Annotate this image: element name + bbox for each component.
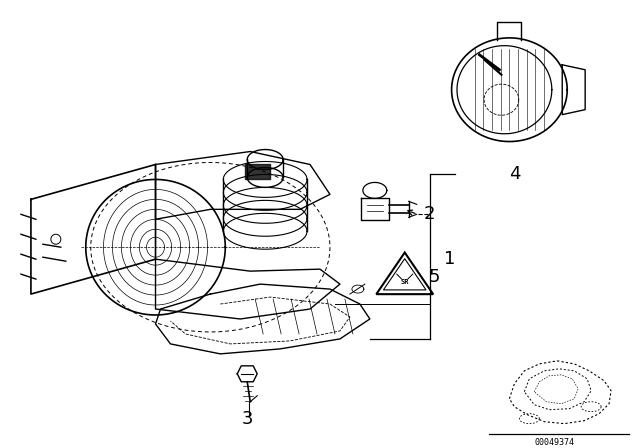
Text: SR: SR (401, 279, 409, 285)
Text: 1: 1 (444, 250, 455, 268)
Text: 5: 5 (429, 268, 440, 286)
Text: 00049374: 00049374 (534, 438, 574, 447)
Text: 3: 3 (241, 409, 253, 428)
Text: 2: 2 (424, 205, 435, 223)
Text: 4: 4 (509, 165, 520, 183)
